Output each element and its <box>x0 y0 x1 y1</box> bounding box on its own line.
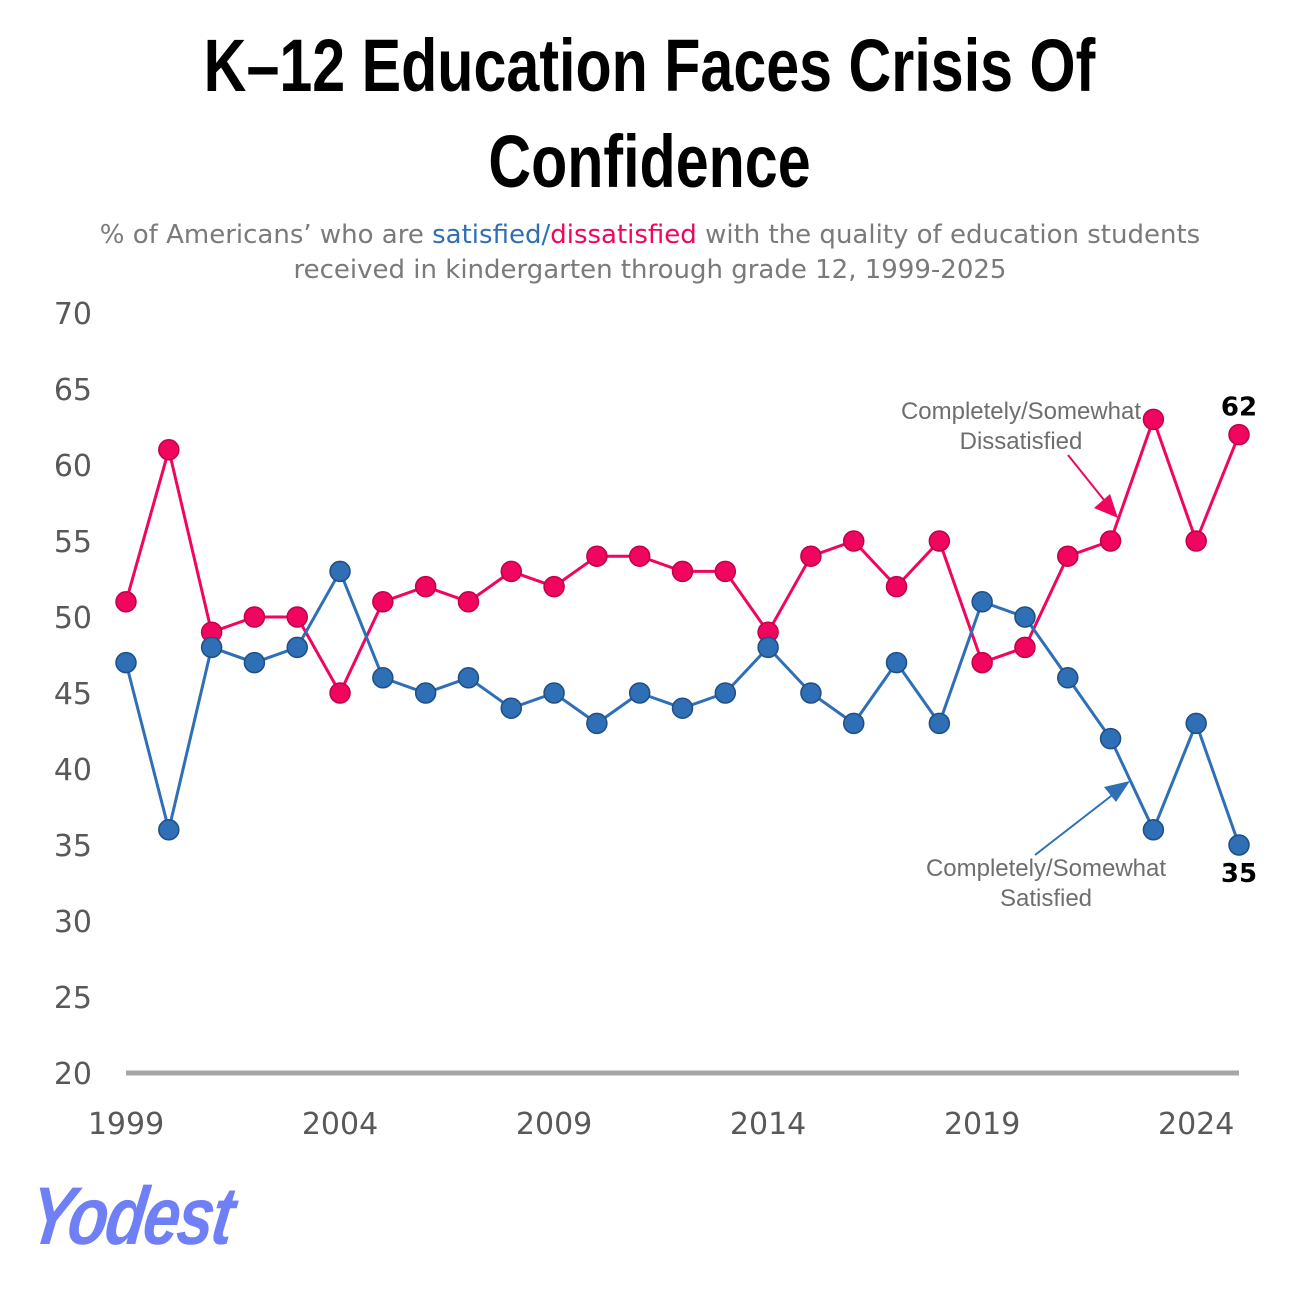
data-point <box>1142 819 1165 841</box>
data-point <box>115 591 137 613</box>
data-point <box>543 575 565 598</box>
data-point <box>714 560 737 583</box>
x-tick-label: 1999 <box>88 1107 164 1142</box>
data-point <box>1099 727 1122 750</box>
data-point <box>543 682 565 704</box>
y-tick-label: 55 <box>54 525 92 560</box>
data-point <box>1099 530 1122 552</box>
chart-subtitle: % of Americans’ who are satisfied/dissat… <box>99 220 1201 285</box>
data-point <box>286 606 308 628</box>
data-point <box>800 545 822 567</box>
data-point <box>586 712 608 735</box>
data-point <box>800 682 822 704</box>
data-point <box>671 560 694 583</box>
x-tick-label: 2019 <box>944 1107 1020 1142</box>
data-point <box>1185 712 1207 735</box>
data-point <box>286 636 308 659</box>
data-point <box>329 560 351 583</box>
dissatisfied-annotation: Completely/Somewhat Dissatisfied <box>901 398 1141 455</box>
y-tick-label: 45 <box>54 677 92 712</box>
data-point <box>928 530 951 552</box>
data-point <box>1057 667 1079 689</box>
y-tick-label: 50 <box>54 601 92 636</box>
data-point <box>329 682 351 704</box>
data-point <box>372 591 394 613</box>
x-tick-label: 2024 <box>1158 1107 1234 1142</box>
data-point <box>1014 606 1036 628</box>
data-point <box>372 667 394 689</box>
data-point <box>671 697 694 719</box>
data-point <box>200 636 223 659</box>
satisfied-arrow-line <box>1034 792 1116 856</box>
data-point <box>457 667 480 689</box>
data-point <box>115 651 137 674</box>
y-tick-label: 40 <box>54 753 92 788</box>
data-point <box>500 697 523 719</box>
data-point <box>586 545 608 567</box>
data-point <box>928 712 951 735</box>
data-point <box>158 819 180 841</box>
data-point <box>1142 408 1165 431</box>
data-point <box>628 682 651 704</box>
data-label: 62 <box>1221 393 1257 423</box>
data-label: 35 <box>1221 859 1257 889</box>
y-tick-label: 65 <box>54 373 92 408</box>
data-point <box>243 651 266 674</box>
y-tick-label: 35 <box>54 829 92 864</box>
dissatisfied-arrow-head <box>1094 494 1118 518</box>
satisfied-arrow-head <box>1104 781 1130 802</box>
data-point <box>842 712 865 735</box>
x-tick-label: 2004 <box>302 1107 378 1142</box>
data-point <box>1057 545 1079 567</box>
data-point <box>628 545 651 567</box>
data-point <box>1228 834 1250 856</box>
data-point <box>1014 636 1036 659</box>
data-point <box>885 651 908 674</box>
y-tick-label: 25 <box>54 981 92 1016</box>
data-point <box>1185 530 1207 552</box>
yodest-logo: Yodest <box>23 1171 239 1262</box>
y-tick-label: 70 <box>54 297 92 332</box>
data-point <box>971 591 993 613</box>
y-tick-label: 60 <box>54 449 92 484</box>
x-tick-label: 2014 <box>730 1107 806 1142</box>
data-point <box>714 682 737 704</box>
data-point <box>457 591 480 613</box>
data-point <box>885 575 908 598</box>
data-point <box>1228 423 1250 446</box>
data-point <box>243 606 266 628</box>
chart-title: K–12 Education Faces Crisis Of Confidenc… <box>203 24 1096 203</box>
data-point <box>158 439 180 461</box>
data-point <box>842 530 865 552</box>
data-point <box>414 575 437 598</box>
satisfied-annotation: Completely/Somewhat Satisfied <box>926 855 1166 912</box>
data-point <box>757 636 779 659</box>
dissatisfied-arrow-line <box>1067 454 1109 506</box>
x-tick-label: 2009 <box>516 1107 592 1142</box>
data-point <box>500 560 523 583</box>
data-point <box>414 682 437 704</box>
y-tick-label: 30 <box>54 905 92 940</box>
y-tick-label: 20 <box>54 1057 92 1092</box>
data-point <box>971 651 993 674</box>
